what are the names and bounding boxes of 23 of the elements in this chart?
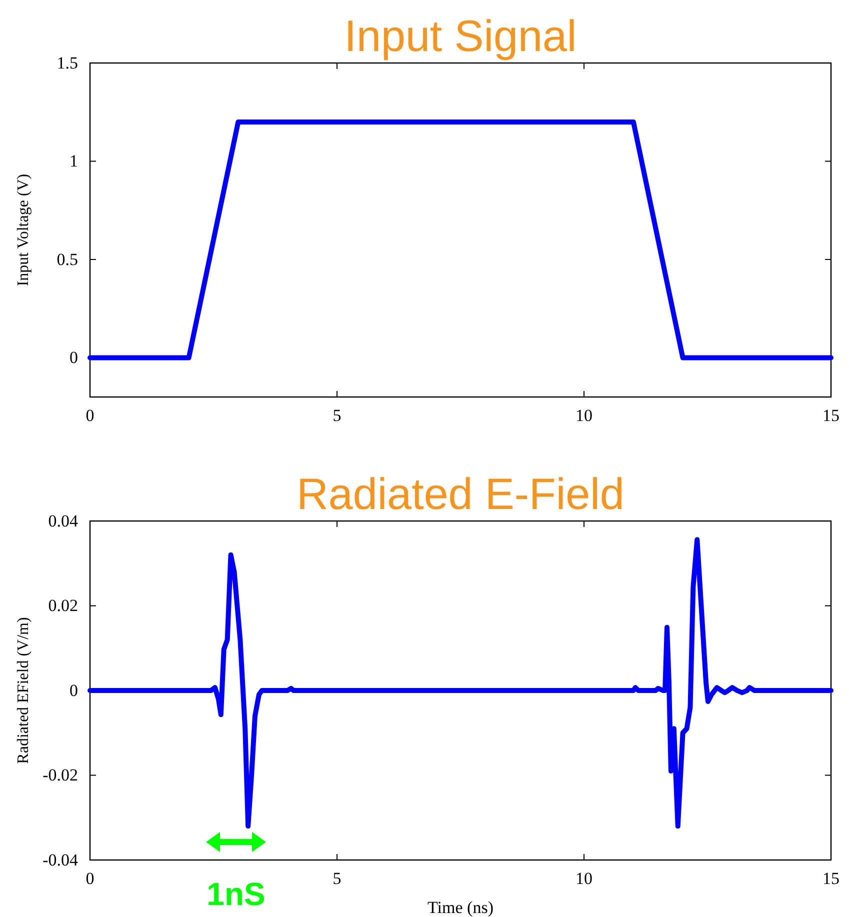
y-tick-label: 0.02 (48, 596, 78, 616)
x-tick-label: 5 (332, 406, 342, 426)
y-tick-label: -0.04 (42, 850, 78, 870)
x-tick-label: 0 (86, 869, 94, 888)
y-tick-label: 0 (70, 348, 78, 368)
x-tick-label: 10 (576, 406, 592, 426)
x-tick-label: 10 (576, 869, 592, 888)
chart-title: Input Signal (344, 12, 577, 61)
text: 1nS (206, 876, 266, 912)
y-tick-label: -0.02 (42, 766, 78, 785)
y-axis-title: Input Voltage (V) (15, 174, 32, 286)
chart-title: Radiated E-Field (296, 470, 624, 519)
x-tick-label: 15 (822, 869, 840, 888)
y-tick-label: 0 (70, 680, 78, 700)
y-tick-label: 0.5 (56, 250, 78, 269)
x-tick-label: 0 (86, 406, 94, 426)
y-axis-title: Radiated EField (V/m) (15, 617, 32, 764)
y-tick-label: 1.5 (56, 53, 78, 72)
x-tick-label: 15 (822, 406, 840, 426)
x-axis-title: Time (ns) (428, 898, 494, 917)
y-tick-label: 0.04 (48, 511, 78, 530)
x-tick-label: 5 (332, 869, 342, 888)
y-tick-label: 1 (70, 152, 78, 171)
